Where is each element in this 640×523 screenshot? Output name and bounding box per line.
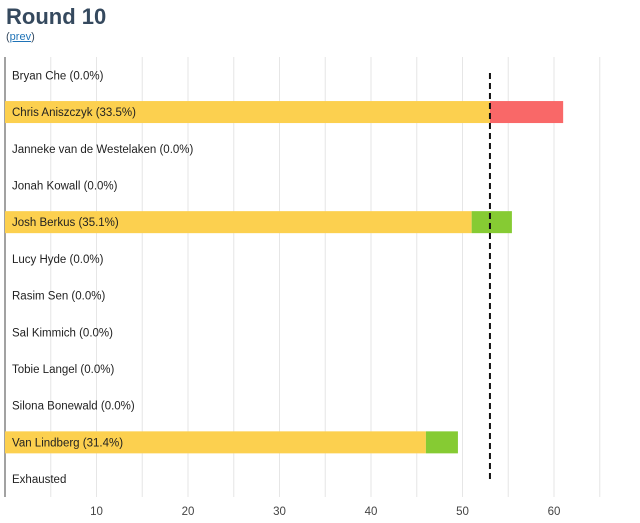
x-tick-label: 10 [90,506,103,518]
category-label: Exhausted [12,474,66,486]
bar-segment-retained [5,431,426,454]
category-label: Jonah Kowall (0.0%) [12,180,118,192]
bar-segment-retained [5,211,472,234]
prev-link[interactable]: prev [9,31,32,43]
x-tick-label: 40 [365,506,378,518]
category-label: Josh Berkus (35.1%) [12,217,119,229]
page-title: Round 10 [6,4,107,29]
category-label: Lucy Hyde (0.0%) [12,254,104,266]
category-label: Van Lindberg (31.4%) [12,437,123,449]
prev-close-paren: ) [31,31,35,43]
category-label: Bryan Che (0.0%) [12,70,104,82]
bar-segment-retained [5,101,490,124]
category-label: Sal Kimmich (0.0%) [12,327,113,339]
x-tick-label: 50 [456,506,469,518]
prev-nav: (prev) [6,31,35,43]
category-label: Rasim Sen (0.0%) [12,291,105,303]
category-label: Chris Aniszczyk (33.5%) [12,107,136,119]
category-label: Silona Bonewald (0.0%) [12,401,135,413]
x-tick-label: 60 [548,506,561,518]
bar-segment-gained [425,431,458,454]
bar-segment-gained [471,211,512,234]
x-tick-label: 20 [182,506,195,518]
prev-open-paren: ( [6,31,10,43]
bar-segment-lost [489,101,564,124]
category-label: Janneke van de Westelaken (0.0%) [12,144,194,156]
category-label: Tobie Langel (0.0%) [12,364,114,376]
x-tick-label: 30 [273,506,286,518]
